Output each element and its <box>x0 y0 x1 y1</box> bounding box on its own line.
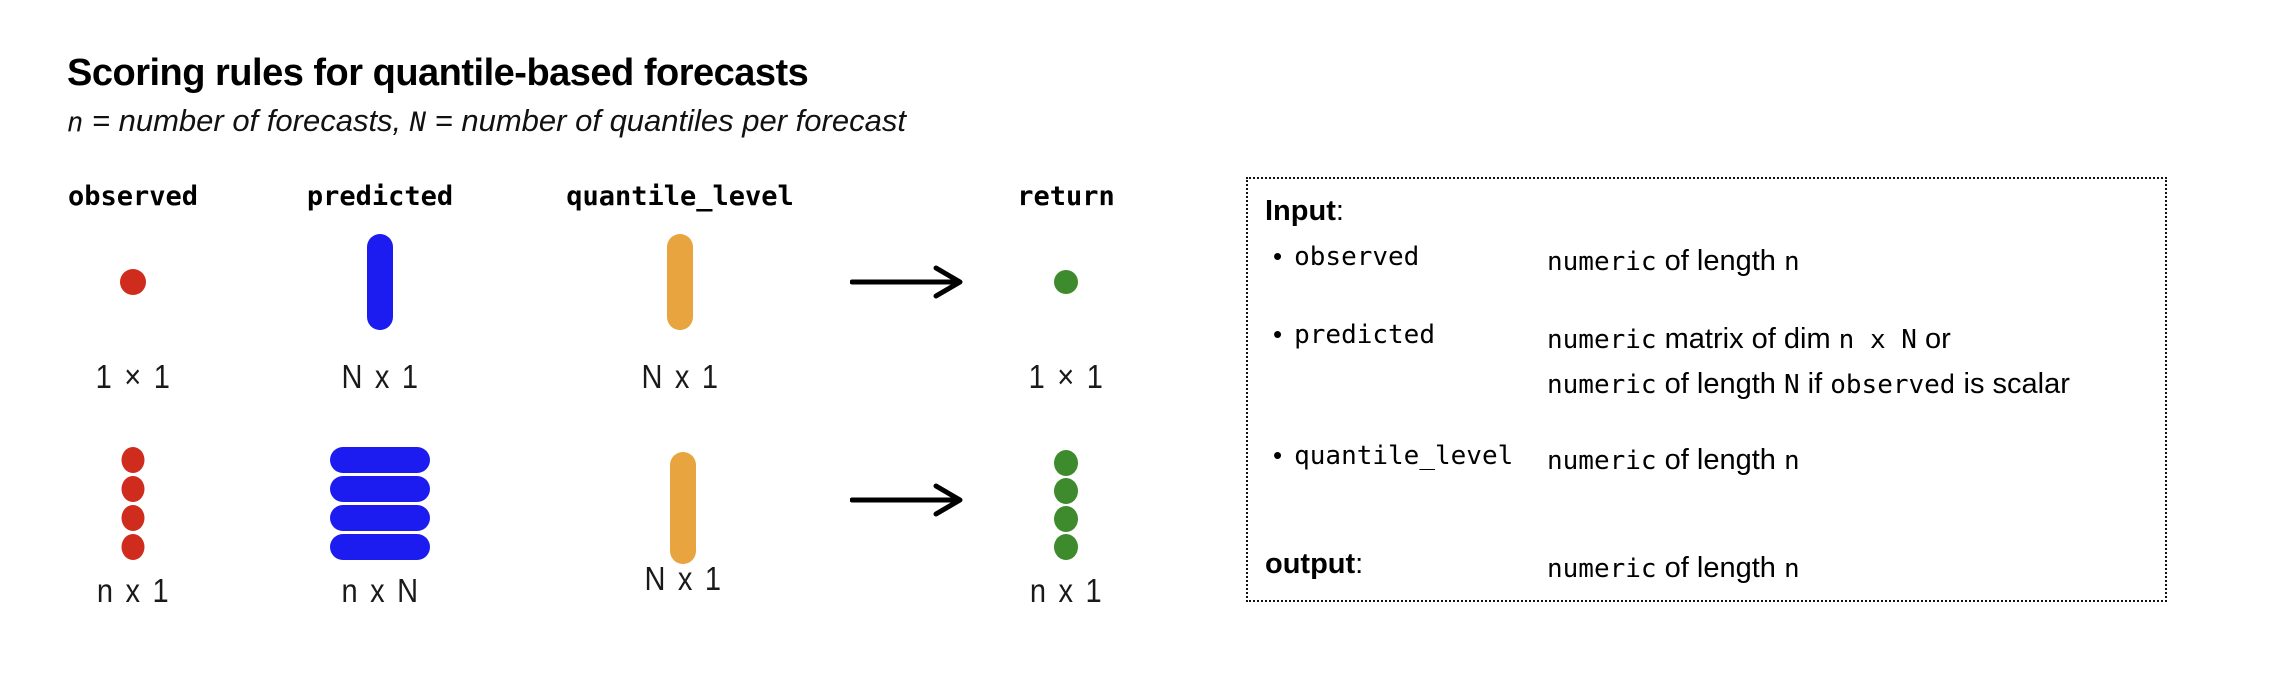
column-header-return: return <box>1017 181 1115 212</box>
dim-label-return-row1: 1 × 1 <box>1028 358 1104 395</box>
dim-label-return-row2: n x 1 <box>1029 572 1103 609</box>
dim-label-predicted-row1: N x 1 <box>341 358 419 395</box>
dim-label-predicted-row2: n x N <box>341 572 419 609</box>
input-desc-predicted: numeric matrix of dim n x N or numeric of… <box>1547 319 2070 409</box>
column-header-observed: observed <box>67 181 199 212</box>
column-header-predicted: predicted <box>306 181 454 212</box>
dot <box>1054 506 1078 532</box>
dot <box>121 476 145 502</box>
input-name-observed: • observed <box>1273 241 1420 272</box>
desc-line: numeric matrix of dim n x N or <box>1547 323 1951 355</box>
bullet-icon: • <box>1273 241 1283 271</box>
output-colon: : <box>1355 548 1364 580</box>
input-name-predicted: • predicted <box>1273 319 1435 350</box>
observed-scalar-dot <box>120 269 146 295</box>
input-colon: : <box>1335 195 1344 227</box>
return-vector-dots <box>1054 450 1078 560</box>
matrix-row-bar <box>330 505 430 531</box>
matrix-row-bar <box>330 476 430 502</box>
input-label: Input <box>1265 195 1336 227</box>
page-title: Scoring rules for quantile-based forecas… <box>67 52 809 94</box>
predicted-quantiles-bar <box>367 234 393 330</box>
desc-line: numeric of length N if observed is scala… <box>1547 368 2070 400</box>
observed-vector-dots <box>121 447 145 560</box>
flow-arrow-icon <box>850 483 963 517</box>
output-label: output <box>1265 548 1356 580</box>
dim-label-quantile-level-row2: N x 1 <box>644 560 722 597</box>
input-desc-observed: numeric of length n <box>1547 241 1800 286</box>
input-desc-quantile-level: numeric of length n <box>1547 440 1800 485</box>
matrix-row-bar <box>330 447 430 473</box>
dim-label-quantile-level-row1: N x 1 <box>641 358 719 395</box>
desc-line: numeric of length n <box>1547 552 1800 584</box>
desc-line: numeric of length n <box>1547 444 1800 476</box>
io-spec-box: Input: • observed numeric of length n • pr… <box>1246 177 2167 602</box>
dot <box>1054 478 1078 504</box>
bullet-icon: • <box>1273 440 1283 470</box>
dot <box>1054 534 1078 560</box>
dot <box>1054 450 1078 476</box>
quantile-level-bar <box>667 234 693 330</box>
dot <box>121 447 145 473</box>
page-subtitle: n = number of forecasts, N = number of q… <box>67 103 906 138</box>
column-header-quantile-level: quantile_level <box>566 181 794 212</box>
output-desc: numeric of length n <box>1547 548 1800 593</box>
dot <box>121 505 145 531</box>
input-name-quantile-level: • quantile_level <box>1273 440 1514 471</box>
dot <box>121 534 145 560</box>
matrix-row-bar <box>330 534 430 560</box>
bullet-icon: • <box>1273 319 1283 349</box>
dim-label-observed-row2: n x 1 <box>96 572 170 609</box>
flow-arrow-icon <box>850 265 963 299</box>
desc-line: numeric of length n <box>1547 245 1800 277</box>
input-heading: Input: <box>1265 195 1344 228</box>
predicted-matrix-stack <box>330 447 430 560</box>
output-heading: output: <box>1265 548 1363 581</box>
quantile-level-bar-row2 <box>670 452 696 564</box>
dim-label-observed-row1: 1 × 1 <box>95 358 171 395</box>
return-scalar-dot <box>1054 270 1078 294</box>
